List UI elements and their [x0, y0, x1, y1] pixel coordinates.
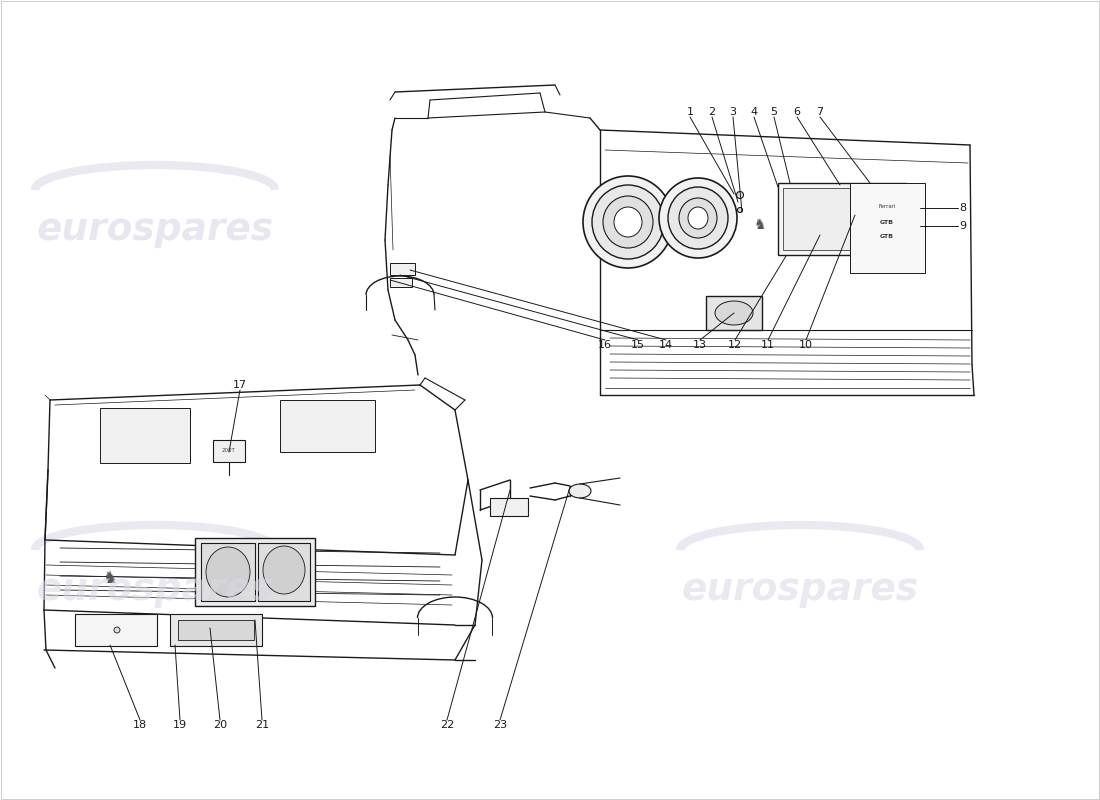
- Ellipse shape: [263, 546, 305, 594]
- Bar: [170, 614, 262, 646]
- Ellipse shape: [688, 207, 708, 229]
- Bar: [201, 543, 255, 601]
- Text: 2: 2: [708, 107, 716, 117]
- Ellipse shape: [592, 185, 664, 259]
- Ellipse shape: [659, 178, 737, 258]
- Text: 9: 9: [959, 221, 967, 231]
- Bar: [778, 183, 906, 255]
- Text: ♞: ♞: [102, 569, 118, 587]
- Bar: [390, 263, 415, 275]
- Text: 23: 23: [493, 720, 507, 730]
- Text: 16: 16: [598, 340, 612, 350]
- Text: 5: 5: [770, 107, 778, 117]
- Text: 10: 10: [799, 340, 813, 350]
- Text: 3: 3: [729, 107, 737, 117]
- Bar: [258, 543, 310, 601]
- Ellipse shape: [206, 547, 250, 597]
- Ellipse shape: [737, 191, 744, 198]
- Bar: [490, 498, 528, 516]
- Ellipse shape: [583, 176, 673, 268]
- Ellipse shape: [114, 627, 120, 633]
- Bar: [75, 614, 157, 646]
- Text: 18: 18: [133, 720, 147, 730]
- Text: GTB: GTB: [880, 219, 894, 225]
- Bar: [195, 538, 315, 606]
- Text: eurospares: eurospares: [36, 212, 274, 248]
- Text: GTB: GTB: [880, 234, 894, 239]
- Text: 14: 14: [659, 340, 673, 350]
- Text: 8: 8: [959, 203, 967, 213]
- Text: 208T: 208T: [222, 449, 235, 454]
- Text: 20: 20: [213, 720, 227, 730]
- Text: 13: 13: [693, 340, 707, 350]
- Ellipse shape: [603, 196, 653, 248]
- Text: 21: 21: [255, 720, 270, 730]
- Text: 15: 15: [631, 340, 645, 350]
- Text: 1: 1: [686, 107, 693, 117]
- Text: 22: 22: [440, 720, 454, 730]
- Ellipse shape: [668, 187, 728, 249]
- Bar: [178, 620, 254, 640]
- Ellipse shape: [737, 207, 742, 213]
- Bar: [850, 183, 925, 273]
- Text: 11: 11: [761, 340, 776, 350]
- Text: eurospares: eurospares: [36, 572, 274, 608]
- Text: 6: 6: [793, 107, 801, 117]
- Ellipse shape: [614, 207, 642, 237]
- Text: Ferrari: Ferrari: [878, 205, 895, 210]
- Bar: [783, 188, 901, 250]
- Ellipse shape: [715, 301, 754, 325]
- Bar: [706, 296, 762, 330]
- Text: 17: 17: [233, 380, 248, 390]
- Bar: [280, 400, 375, 452]
- Text: 4: 4: [750, 107, 758, 117]
- Ellipse shape: [679, 198, 717, 238]
- Text: 7: 7: [816, 107, 824, 117]
- Text: 12: 12: [728, 340, 743, 350]
- Text: eurospares: eurospares: [681, 572, 918, 608]
- Bar: [213, 440, 245, 462]
- Text: ♞: ♞: [754, 218, 767, 232]
- Bar: [100, 408, 190, 463]
- Bar: [390, 278, 412, 287]
- Ellipse shape: [569, 484, 591, 498]
- Text: 19: 19: [173, 720, 187, 730]
